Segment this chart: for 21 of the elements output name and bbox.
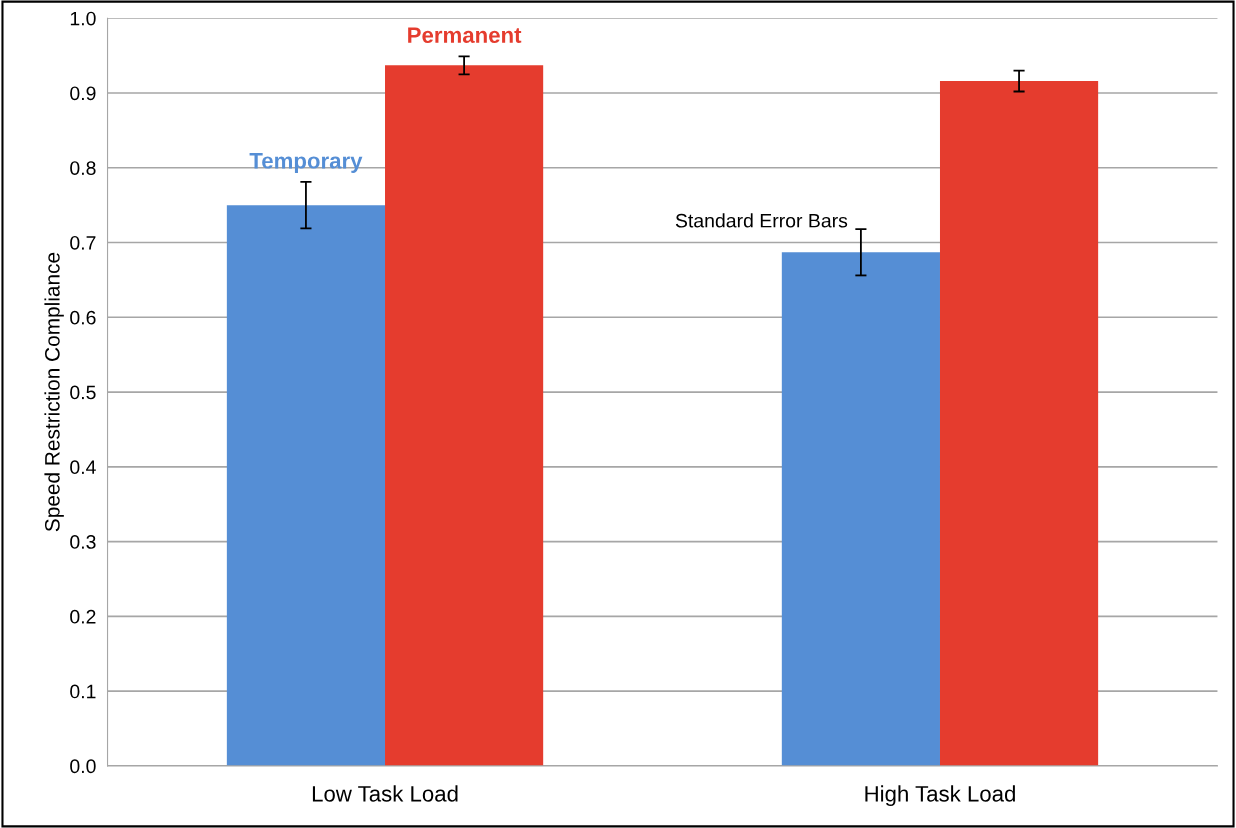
y-tick-label: 0.8: [70, 161, 96, 175]
bar: [939, 81, 1099, 766]
annotation: Standard Error Bars: [675, 213, 848, 228]
series-label: Permanent: [408, 27, 522, 43]
bar: [226, 205, 386, 766]
y-tick-label: 0.7: [70, 235, 96, 250]
y-tick-label: 0.5: [70, 385, 96, 400]
y-tick-label: 0.2: [70, 609, 96, 624]
y-tick-label: 0.0: [70, 759, 96, 774]
bar: [385, 65, 544, 766]
y-tick-label: 0.4: [70, 460, 96, 475]
y-tick-label: 0.6: [70, 310, 96, 325]
y-tick-label: 0.9: [70, 86, 96, 101]
bar: [781, 252, 940, 766]
y-axis-title: Speed Restriction Compliance: [44, 252, 64, 532]
x-tick-label: Low Task Load: [312, 785, 458, 802]
x-tick-label: High Task Load: [865, 785, 1015, 807]
y-tick-label: 0.3: [70, 535, 96, 549]
y-tick-label: 0.1: [70, 684, 96, 699]
y-tick-label: 1.0: [70, 11, 96, 26]
series-label: Temporary: [249, 153, 363, 173]
